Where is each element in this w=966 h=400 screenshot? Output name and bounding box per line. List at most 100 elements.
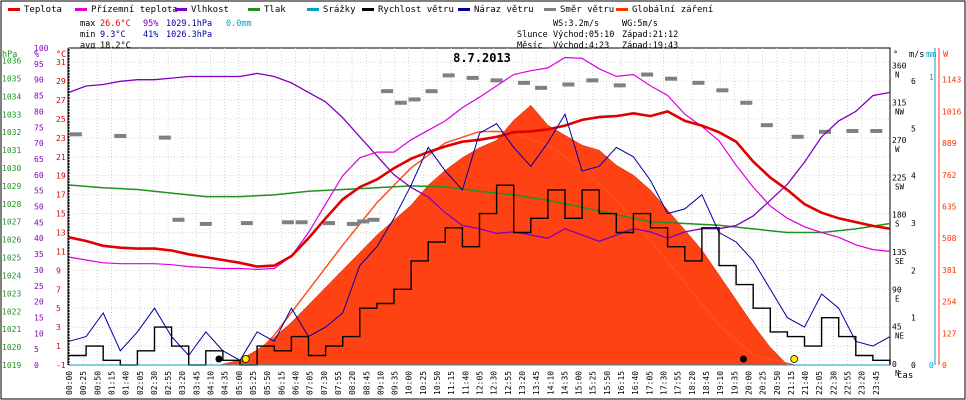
wind-direction-mark [562, 82, 575, 87]
x-tick-label: 00:25 [79, 371, 88, 395]
wind-direction-mark [740, 100, 753, 105]
wind-direction-mark [586, 78, 599, 83]
x-tick-label: 03:45 [192, 371, 201, 395]
left-axis-tick: 1021 [2, 325, 21, 334]
left-axis-tick: 10 [34, 329, 44, 338]
x-tick-label: 10:50 [433, 371, 442, 395]
legend-label: Přízemní teplota [91, 5, 178, 15]
mm-tick: 1 [929, 73, 934, 82]
wind-direction-mark [870, 128, 883, 133]
ms-tick: 6 [911, 77, 916, 86]
stat-min-label: min [80, 30, 95, 40]
left-axis-tick: 55 [34, 187, 44, 196]
x-tick-label: 02:55 [164, 371, 173, 395]
x-tick-label: 20:50 [773, 371, 782, 395]
series-ground-temperature [68, 56, 891, 271]
legend-label: Tlak [264, 5, 286, 15]
chart-title: 8.7.2013 [453, 51, 511, 65]
dir-tick-value: 180 [892, 211, 907, 220]
dir-tick-value: 0 [892, 360, 897, 369]
legend-label: Směr větru [560, 5, 614, 15]
legend-swatch [8, 8, 20, 11]
mm-tick: 0 [929, 361, 934, 370]
ms-tick: 5 [911, 124, 916, 133]
legend-label: Srážky [323, 5, 356, 15]
legend-swatch [616, 8, 628, 11]
sunset-marker [790, 355, 799, 363]
series-global-radiation [219, 104, 789, 366]
x-tick-label: 02:30 [150, 371, 159, 395]
ms-tick: 4 [911, 172, 916, 181]
wind-direction-mark [791, 134, 804, 139]
stat-min-hum: 41% [143, 30, 158, 40]
wind-direction-mark [69, 132, 82, 137]
moon-rise: Východ:4:23 [553, 41, 609, 51]
wind-wg: WG:5m/s [622, 19, 658, 29]
left-axis-tick: 3 [56, 323, 61, 332]
x-tick-label: 19:10 [716, 371, 725, 395]
wind-direction-mark [846, 128, 859, 133]
x-tick-label: 20:25 [759, 371, 768, 395]
dir-tick-value: 45 [892, 323, 902, 332]
x-tick-label: 08:45 [362, 371, 371, 395]
dir-tick-value: 270 [892, 136, 907, 145]
wind-direction-mark [517, 80, 530, 85]
left-axis-tick: 1034 [2, 92, 21, 101]
legend-label: Vlhkost [191, 5, 229, 15]
wind-direction-mark [357, 219, 370, 224]
left-axis-tick: 1031 [2, 146, 21, 155]
left-axis-tick: 45 [34, 218, 44, 227]
sun-label: Slunce [517, 30, 548, 40]
stat-min-press: 1026.3hPa [166, 30, 212, 40]
x-tick-label: 00:00 [65, 371, 74, 395]
stat-max-rain: 0.0mm [226, 19, 252, 29]
right-axis-unit-ms: m/s [909, 50, 924, 60]
left-axis-tick: 13 [56, 229, 66, 238]
stat-avg-temp: 18.2°C [100, 41, 131, 51]
wind-direction-mark [172, 217, 185, 222]
plot-area [68, 56, 891, 366]
x-tick-label: 07:30 [320, 371, 329, 395]
left-axis-tick: 31 [56, 58, 66, 67]
rad-tick: 508 [942, 234, 957, 243]
left-axis-tick: 75 [34, 123, 44, 132]
ms-tick: 0 [911, 361, 916, 370]
legend-label: Globální záření [632, 5, 713, 15]
left-axis-tick: 30 [34, 266, 44, 275]
stat-max-label: max [80, 19, 95, 29]
left-axis-tick: 5 [56, 304, 61, 313]
dir-tick-label: S [895, 220, 900, 229]
axes: hPa1036103510341033103210311030102910281… [2, 44, 961, 395]
x-tick-label: 21:40 [801, 371, 810, 395]
wind-direction-mark [295, 220, 308, 225]
wind-direction-mark [716, 88, 729, 93]
left-axis-tick: 1024 [2, 271, 21, 280]
left-axis-tick: 1029 [2, 182, 21, 191]
left-axis-tick: 65 [34, 155, 44, 164]
x-tick-label: 14:10 [546, 371, 555, 395]
left-axis-tick: 1022 [2, 307, 21, 316]
left-axis-tick: 19 [56, 172, 66, 181]
wind-direction-mark [760, 123, 773, 128]
x-tick-label: 17:05 [645, 371, 654, 395]
series-pressure [68, 184, 891, 234]
stat-max-press: 1029.1hPa [166, 19, 212, 29]
left-axis-tick: 25 [56, 115, 66, 124]
x-tick-label: 17:30 [660, 371, 669, 395]
x-tick-label: 01:15 [107, 371, 116, 395]
rad-tick: 381 [942, 266, 957, 275]
left-axis-tick: 23 [56, 134, 66, 143]
dir-tick-label: SW [895, 182, 905, 191]
series-temperature [68, 110, 891, 268]
right-axis-unit-dir: ° [893, 50, 898, 60]
wind-direction-mark [466, 75, 479, 80]
x-tick-label: 19:35 [730, 371, 739, 395]
left-axis-unit: hPa [2, 50, 17, 60]
x-tick-label: 12:05 [476, 371, 485, 395]
stat-avg-label: avg [80, 41, 95, 51]
wind-direction-mark [535, 85, 548, 90]
dir-tick-label: NW [895, 108, 905, 117]
left-axis-tick: 11 [56, 247, 66, 256]
x-tick-label: 23:45 [872, 371, 881, 395]
x-tick-label: 05:50 [263, 371, 272, 395]
